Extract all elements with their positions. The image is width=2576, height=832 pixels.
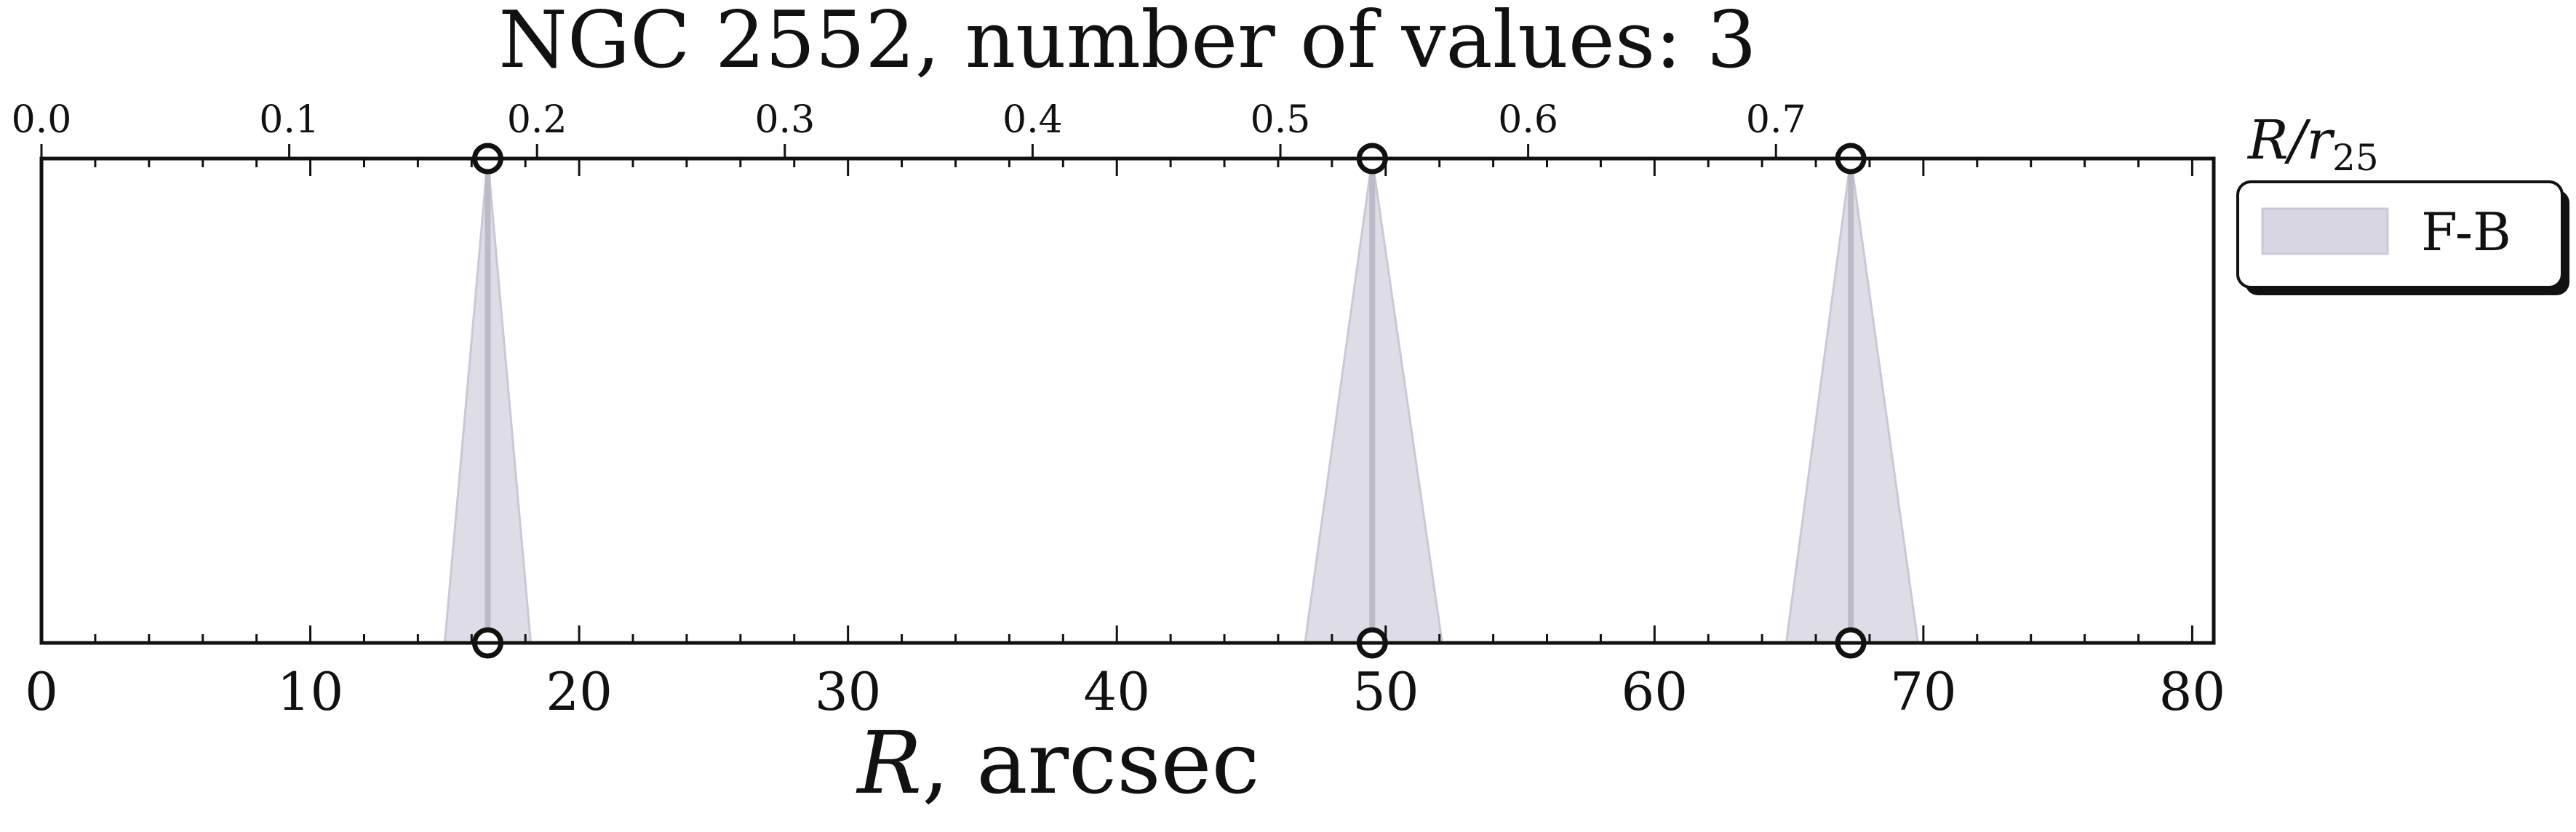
bottom-tick-label-80: 80 [2159, 661, 2226, 722]
chart-title: NGC 2552, number of values: 3 [498, 0, 1756, 86]
top-axis: 0.0 0.1 0.2 0.3 0.4 0.5 0.6 0.7 [12, 98, 1806, 159]
bottom-axis: 0 10 20 30 40 50 60 70 80 [25, 159, 2225, 722]
x-axis-label: R, arcsec [856, 713, 1259, 813]
x-axis-label-main: R [856, 713, 922, 813]
bottom-tick-label-70: 70 [1890, 661, 1957, 722]
bottom-tick-label-10: 10 [277, 661, 344, 722]
bottom-tick-label-40: 40 [1083, 661, 1150, 722]
top-tick-label-0.0: 0.0 [12, 98, 72, 142]
top-axis-label-main: R/r [2246, 109, 2336, 172]
plot-frame [39, 156, 2216, 645]
legend: F-B [2236, 180, 2569, 295]
top-tick-label-0.3: 0.3 [754, 98, 815, 142]
legend-swatch [2261, 207, 2389, 255]
x-axis-label-rest: , arcsec [922, 713, 1259, 813]
bottom-tick-label-30: 30 [815, 661, 882, 722]
top-axis-label: R/r25 [2246, 109, 2379, 179]
bottom-tick-label-20: 20 [546, 661, 613, 722]
bottom-tick-label-50: 50 [1352, 661, 1419, 722]
top-tick-label-0.7: 0.7 [1746, 98, 1806, 142]
top-tick-label-0.6: 0.6 [1498, 98, 1558, 142]
top-tick-label-0.4: 0.4 [1002, 98, 1063, 142]
top-tick-label-0.2: 0.2 [507, 98, 567, 142]
top-tick-label-0.5: 0.5 [1251, 98, 1311, 142]
top-axis-label-sub: 25 [2332, 137, 2379, 179]
top-tick-label-0.1: 0.1 [259, 98, 319, 142]
plot-area [443, 143, 1920, 659]
bottom-tick-label-60: 60 [1622, 661, 1688, 722]
bottom-tick-label-0: 0 [25, 661, 58, 722]
legend-label: F-B [2421, 201, 2511, 263]
